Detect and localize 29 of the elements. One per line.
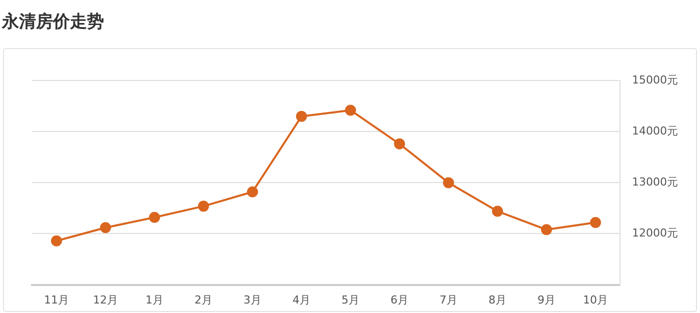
point xyxy=(247,186,258,198)
x-tick-label: 7月 xyxy=(440,293,458,306)
point xyxy=(541,224,552,236)
x-tick-label: 5月 xyxy=(342,293,360,306)
point xyxy=(492,206,504,217)
x-tick-label: 8月 xyxy=(488,293,507,306)
x-tick-label: 3月 xyxy=(244,293,262,306)
point xyxy=(198,200,209,212)
point xyxy=(443,177,454,188)
y-tick-label: 12000元 xyxy=(632,226,678,240)
point xyxy=(100,222,111,234)
x-tick-label: 2月 xyxy=(194,293,212,306)
point xyxy=(590,217,602,228)
point xyxy=(296,110,308,122)
point xyxy=(394,138,406,150)
x-tick-label: 12月 xyxy=(93,293,118,306)
x-tick-label: 1月 xyxy=(146,293,164,306)
x-tick-label: 10月 xyxy=(583,293,608,306)
x-tick-label: 4月 xyxy=(292,293,311,306)
x-tick-label: 9月 xyxy=(538,293,556,306)
chart-title: 永清房价走势 xyxy=(2,11,104,33)
point xyxy=(51,235,62,246)
y-tick-label: 14000元 xyxy=(632,124,678,138)
point xyxy=(345,104,356,116)
x-tick-label: 11月 xyxy=(44,293,69,306)
y-tick-label: 15000元 xyxy=(632,73,678,86)
y-tick-label: 13000元 xyxy=(632,176,678,189)
point xyxy=(149,212,160,223)
x-tick-label: 6月 xyxy=(390,293,409,306)
